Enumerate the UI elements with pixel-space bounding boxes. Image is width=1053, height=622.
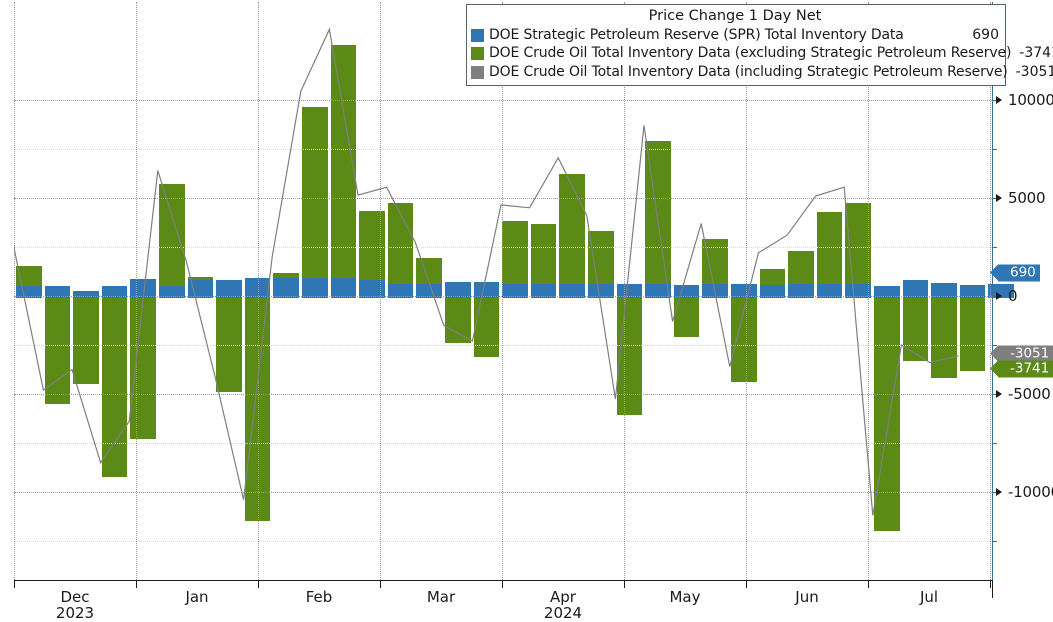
bar-spr [988,284,1014,298]
y-axis-tick-minor [992,247,997,248]
gridline-horizontal-minor [14,247,992,248]
y-axis-tick-arrow-icon [996,390,1002,398]
bar-excluding-spr [159,184,185,298]
legend-item-excluding-spr[interactable]: DOE Crude Oil Total Inventory Data (excl… [471,45,1053,64]
y-axis-tick-arrow-icon [996,292,1002,300]
bar-excluding-spr [559,173,585,298]
x-axis-label-month: Apr [550,588,576,606]
bar-excluding-spr [616,284,643,415]
y-axis-tick-arrow-icon [996,488,1002,496]
x-axis-tick [14,580,15,588]
gridline-horizontal-minor [14,443,992,444]
y-axis-tick [992,296,999,297]
legend-swatch-gray-icon [471,65,484,79]
y-axis-tick-arrow-icon [996,194,1002,202]
x-axis-tick [746,580,747,588]
gridline-horizontal [14,296,992,297]
flag-total-including-spr: -3051 [989,345,1053,363]
bar-excluding-spr [731,284,757,383]
bar-excluding-spr [130,279,156,440]
legend-item-value: -3051 [1015,63,1053,80]
x-axis-tick [502,580,503,588]
gridline-vertical [746,2,747,580]
value-flag-text: -3741 [1010,360,1050,377]
legend-item-including-spr[interactable]: DOE Crude Oil Total Inventory Data (incl… [471,63,1053,82]
gridline-horizontal [14,198,992,199]
bar-excluding-spr [101,286,128,478]
legend-title: Price Change 1 Day Net [648,8,822,24]
x-axis-label-month: May [669,588,701,606]
gridline-vertical [990,2,991,580]
value-flag-text: 690 [1010,264,1036,281]
y-axis-tick-minor [992,149,997,150]
chart-legend[interactable]: Price Change 1 Day Net DOE Strategic Pet… [466,4,1053,86]
plot-area [14,2,1014,580]
gridline-horizontal [14,394,992,395]
gridline-horizontal-minor [14,541,992,542]
x-axis-line [14,580,992,581]
x-axis-label-month: Jan [185,588,209,606]
y-axis-tick-minor [992,443,997,444]
bar-excluding-spr [874,286,900,532]
x-axis-tick [258,580,259,588]
y-axis-tick [992,198,999,199]
x-axis-tick [868,580,869,588]
gridline-horizontal-minor [14,345,992,346]
y-axis-label: 0 [1008,287,1018,305]
legend-item-value: 690 [972,26,999,43]
legend-item-label: DOE Crude Oil Total Inventory Data (excl… [489,45,1012,62]
x-axis-label-year: 2023 [55,604,95,622]
y-axis-tick [992,100,999,101]
y-axis-tick [992,492,999,493]
y-axis-line-cap [992,580,993,598]
x-axis-tick [136,580,137,588]
gridline-vertical [136,2,137,580]
y-axis-label: -10000 [1008,483,1053,501]
bar-spr [959,285,986,298]
x-axis-label-month: Jul [919,588,939,606]
legend-swatch-green-icon [471,47,484,61]
y-axis-label: -5000 [1008,385,1051,403]
y-axis-tick-arrow-icon [996,96,1002,104]
legend-item-value: -3741 [1019,45,1053,62]
y-axis-label: 10000 [1008,91,1053,109]
x-axis-label-month: Mar [426,588,456,606]
bar-excluding-spr [645,141,671,298]
gridline-vertical [868,2,869,580]
gridline-vertical [14,2,15,580]
x-axis-label-month: Dec [60,588,90,606]
x-axis-tick [624,580,625,588]
gridline-horizontal-minor [14,149,992,150]
x-axis-tick [990,580,991,588]
gridline-vertical [258,2,259,580]
legend-item-label: DOE Crude Oil Total Inventory Data (incl… [489,63,1008,80]
bar-excluding-spr [959,285,986,372]
bar-excluding-spr [330,45,357,298]
value-flag-text: -3051 [1010,345,1050,362]
x-axis-label-month: Feb [305,588,333,606]
legend-item-label: DOE Strategic Petroleum Reserve (SPR) To… [489,26,904,43]
legend-swatch-blue-icon [471,28,484,42]
bar-excluding-spr [302,106,328,298]
y-axis-tick-minor [992,541,997,542]
gridline-vertical [502,2,503,580]
x-axis-tick [380,580,381,588]
y-axis-label: 5000 [1008,189,1046,207]
x-axis-label-year: 2024 [543,604,583,622]
y-axis-line [992,2,993,580]
flag-total-excluding-spr: -3741 [989,360,1053,378]
bar-excluding-spr [73,291,99,385]
legend-item-spr[interactable]: DOE Strategic Petroleum Reserve (SPR) To… [471,26,999,45]
gridline-horizontal [14,492,992,493]
gridline-horizontal [14,100,992,101]
gridline-vertical [380,2,381,580]
y-axis-tick [992,394,999,395]
gridline-vertical [624,2,625,580]
flag-spr: 690 [990,264,1040,282]
x-axis-label-month: Jun [795,588,819,606]
